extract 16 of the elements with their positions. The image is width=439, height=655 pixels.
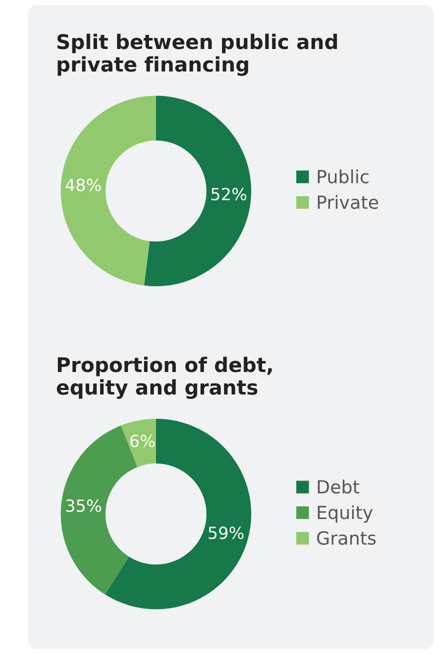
legend-label: Grants (317, 531, 376, 545)
data-label: 52% (211, 188, 246, 200)
data-label: 59% (208, 526, 244, 540)
data-label: 35% (66, 499, 102, 512)
donut-slice (144, 96, 252, 286)
data-label: 48% (66, 178, 101, 192)
legend-label: Public (318, 169, 368, 184)
chart-title: Proportion of debt, equity and grants (56, 356, 272, 399)
donut-slice (60, 96, 156, 286)
donut-slice (120, 418, 156, 468)
donut-slice (104, 418, 252, 610)
chart-title: Split between public and private financing (57, 34, 337, 76)
data-label: 6% (130, 434, 155, 448)
legend-label: Private (318, 195, 378, 210)
legend-label: Debt (318, 480, 360, 494)
legend-label: Equity (318, 505, 373, 523)
